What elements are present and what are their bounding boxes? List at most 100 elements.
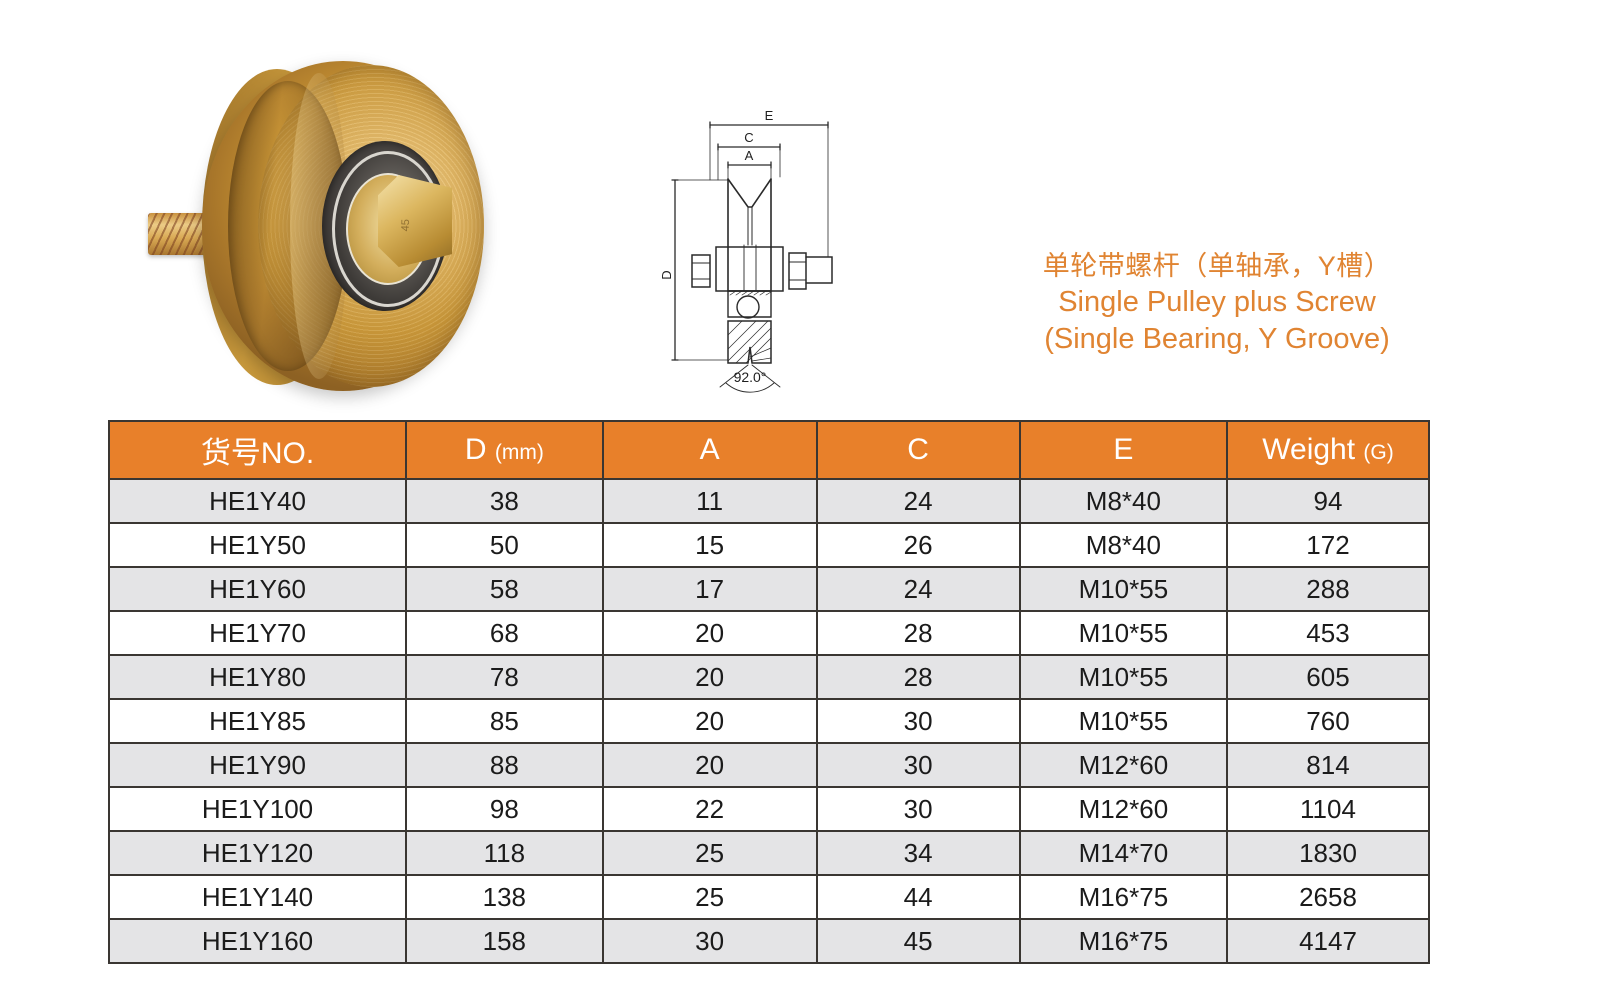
cell-dimension-c: 30 <box>815 786 1021 832</box>
cell-part-number: HE1Y120 <box>108 830 407 876</box>
column-header-c-label: C <box>907 433 929 466</box>
technical-drawing: E C A D 92.0° <box>640 95 940 395</box>
cell-dimension-a: 15 <box>601 522 818 568</box>
cell-dimension-a: 20 <box>601 698 818 744</box>
cell-screw-spec: M12*60 <box>1018 786 1229 832</box>
specification-table: 货号NO. D (mm) A C E Weight (G) <box>108 420 1430 964</box>
cell-screw-spec: M10*55 <box>1018 610 1229 656</box>
column-header-weight: Weight (G) <box>1226 420 1430 480</box>
table-body: HE1Y40 38 11 24 M8*40 94 HE1Y50 50 15 26 M8*40 172 H… <box>108 478 1430 964</box>
table-row: HE1Y120 118 25 34 M14*70 1830 <box>108 830 1430 876</box>
product-header-area: 45 <box>0 0 1600 408</box>
cell-dimension-c: 26 <box>815 522 1021 568</box>
cell-dimension-d: 68 <box>405 610 604 656</box>
column-header-part-number-label: 货号NO. <box>200 437 315 470</box>
cell-dimension-a: 17 <box>601 566 818 612</box>
column-header-d-label: D <box>464 433 487 466</box>
cell-part-number: HE1Y70 <box>108 610 407 656</box>
hex-bolt-grade-mark: 45 <box>399 218 413 232</box>
column-header-weight-label: Weight <box>1262 433 1356 466</box>
product-title-english-line2: (Single Bearing, Y Groove) <box>1044 323 1390 356</box>
cell-part-number: HE1Y40 <box>108 478 407 524</box>
cell-screw-spec: M16*75 <box>1018 918 1229 964</box>
cell-screw-spec: M8*40 <box>1018 522 1229 568</box>
column-header-e-label: E <box>1113 433 1134 466</box>
drawing-label-angle: 92.0° <box>734 369 767 385</box>
cell-part-number: HE1Y90 <box>108 742 407 788</box>
drawing-label-a: A <box>745 148 754 163</box>
table-row: HE1Y70 68 20 28 M10*55 453 <box>108 610 1430 656</box>
cell-weight: 2658 <box>1226 874 1430 920</box>
column-header-d: D (mm) <box>405 420 604 480</box>
cell-screw-spec: M12*60 <box>1018 742 1229 788</box>
column-header-c: C <box>815 420 1021 480</box>
cell-dimension-a: 25 <box>601 874 818 920</box>
table-row: HE1Y50 50 15 26 M8*40 172 <box>108 522 1430 568</box>
cell-weight: 1104 <box>1226 786 1430 832</box>
cell-dimension-c: 34 <box>815 830 1021 876</box>
table-row: HE1Y140 138 25 44 M16*75 2658 <box>108 874 1430 920</box>
cell-dimension-c: 24 <box>815 478 1021 524</box>
column-header-a: A <box>601 420 818 480</box>
cell-dimension-c: 28 <box>815 610 1021 656</box>
cell-part-number: HE1Y80 <box>108 654 407 700</box>
cell-dimension-c: 44 <box>815 874 1021 920</box>
cell-screw-spec: M10*55 <box>1018 698 1229 744</box>
cell-dimension-d: 138 <box>405 874 604 920</box>
table-row: HE1Y40 38 11 24 M8*40 94 <box>108 478 1430 524</box>
cell-dimension-a: 30 <box>601 918 818 964</box>
cell-part-number: HE1Y160 <box>108 918 407 964</box>
cell-weight: 453 <box>1226 610 1430 656</box>
column-header-e: E <box>1018 420 1229 480</box>
cell-dimension-a: 20 <box>601 654 818 700</box>
cell-dimension-a: 11 <box>601 478 818 524</box>
cell-part-number: HE1Y60 <box>108 566 407 612</box>
cell-part-number: HE1Y140 <box>108 874 407 920</box>
cell-weight: 4147 <box>1226 918 1430 964</box>
product-title-block: 单轮带螺杆（单轴承，Y槽） Single Pulley plus Screw (… <box>1002 250 1432 359</box>
product-title-chinese: 单轮带螺杆（单轴承，Y槽） <box>1042 251 1392 281</box>
specification-table-wrapper: 货号NO. D (mm) A C E Weight (G) <box>108 420 1430 964</box>
table-row: HE1Y100 98 22 30 M12*60 1104 <box>108 786 1430 832</box>
cell-dimension-c: 30 <box>815 698 1021 744</box>
cell-part-number: HE1Y50 <box>108 522 407 568</box>
cell-dimension-d: 88 <box>405 742 604 788</box>
cell-screw-spec: M10*55 <box>1018 654 1229 700</box>
column-header-a-label: A <box>699 433 720 466</box>
cell-screw-spec: M14*70 <box>1018 830 1229 876</box>
drawing-label-e: E <box>765 108 774 123</box>
cell-weight: 605 <box>1226 654 1430 700</box>
cell-part-number: HE1Y100 <box>108 786 407 832</box>
table-header-row: 货号NO. D (mm) A C E Weight (G) <box>108 420 1430 480</box>
cell-dimension-d: 78 <box>405 654 604 700</box>
table-header: 货号NO. D (mm) A C E Weight (G) <box>108 420 1430 480</box>
cell-dimension-a: 25 <box>601 830 818 876</box>
table-row: HE1Y90 88 20 30 M12*60 814 <box>108 742 1430 788</box>
photo-stage: 45 <box>140 55 490 395</box>
table-row: HE1Y80 78 20 28 M10*55 605 <box>108 654 1430 700</box>
cell-dimension-a: 20 <box>601 742 818 788</box>
cell-dimension-d: 50 <box>405 522 604 568</box>
cell-weight: 814 <box>1226 742 1430 788</box>
cell-dimension-c: 30 <box>815 742 1021 788</box>
table-row: HE1Y160 158 30 45 M16*75 4147 <box>108 918 1430 964</box>
cell-dimension-d: 58 <box>405 566 604 612</box>
cell-screw-spec: M16*75 <box>1018 874 1229 920</box>
cell-dimension-d: 118 <box>405 830 604 876</box>
cell-screw-spec: M8*40 <box>1018 478 1229 524</box>
cell-dimension-c: 45 <box>815 918 1021 964</box>
product-photo: 45 <box>140 55 490 395</box>
cell-weight: 760 <box>1226 698 1430 744</box>
column-header-part-number: 货号NO. <box>108 420 407 480</box>
column-header-d-unit: (mm) <box>494 441 544 464</box>
cell-dimension-a: 22 <box>601 786 818 832</box>
product-title-english-line1: Single Pulley plus Screw <box>1058 285 1376 318</box>
cell-screw-spec: M10*55 <box>1018 566 1229 612</box>
drawing-label-c: C <box>744 130 753 145</box>
cell-weight: 172 <box>1226 522 1430 568</box>
cell-dimension-c: 28 <box>815 654 1021 700</box>
hex-bolt-head <box>378 175 452 267</box>
column-header-weight-unit: (G) <box>1363 441 1394 464</box>
cell-dimension-d: 38 <box>405 478 604 524</box>
cell-dimension-d: 98 <box>405 786 604 832</box>
